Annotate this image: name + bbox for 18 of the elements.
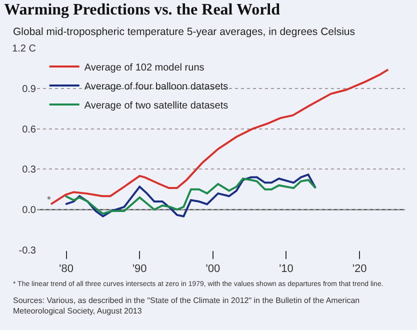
x-tick-label: '20 bbox=[352, 263, 367, 276]
y-tick-label: 0.6 bbox=[22, 124, 36, 136]
chart-title: Warming Predictions vs. the Real World bbox=[4, 2, 280, 18]
y-tick-label: 0.3 bbox=[22, 164, 36, 176]
legend-label: Average of two satellite datasets bbox=[84, 100, 228, 112]
y-tick-label: 0.0 bbox=[22, 205, 36, 216]
x-tick-label: '10 bbox=[279, 263, 294, 276]
chart-subtitle: Global mid-tropospheric temperature 5-year averages, in degrees Celsius bbox=[13, 26, 355, 38]
x-tick-label: '90 bbox=[132, 263, 147, 276]
source-note: Sources: Various, as described in the "State of the Climate in 2012" in the Bulletin of the American Meteorological Society, August 2013 bbox=[13, 296, 360, 316]
annotation: * bbox=[47, 195, 51, 206]
y-tick-label: -0.3 bbox=[18, 246, 36, 256]
y-tick-label: 1.2 C bbox=[12, 44, 36, 54]
x-tick-label: '80 bbox=[59, 263, 74, 276]
x-tick-label: '00 bbox=[206, 263, 220, 276]
y-tick-label: 0.9 bbox=[22, 84, 36, 95]
legend-label: Average of four balloon datasets bbox=[84, 81, 228, 92]
legend-label: Average of 102 model runs bbox=[84, 62, 204, 74]
